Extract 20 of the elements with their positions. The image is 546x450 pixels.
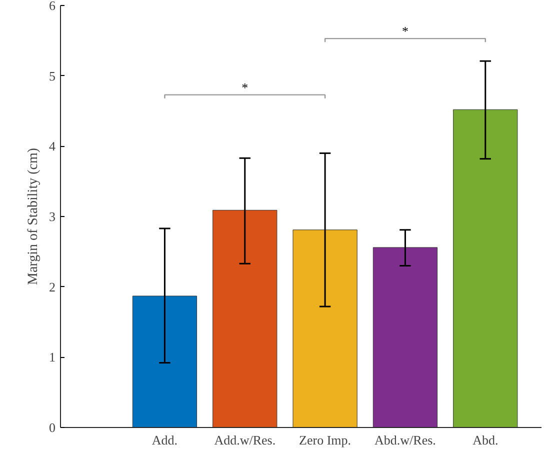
bar [372, 247, 438, 428]
y-tick-label: 0 [49, 420, 56, 435]
y-tick-label: 2 [49, 279, 56, 294]
bar [212, 210, 278, 428]
y-tick-label: 1 [49, 350, 56, 365]
annotation: * [402, 24, 408, 39]
y-tick-label: 6 [49, 0, 56, 13]
y-tick-label: 4 [49, 138, 56, 154]
bar [453, 109, 518, 428]
y-axis-title: Margin of Stability (cm) [26, 148, 41, 285]
bar [132, 296, 198, 428]
x-tick-label: Abd.w/Res. [374, 432, 436, 448]
x-tick-label: Add. [152, 432, 178, 448]
x-tick-label: Zero Imp. [299, 432, 352, 448]
y-tick-label: 5 [49, 68, 56, 84]
y-tick-label: 3 [49, 209, 56, 224]
annotation: * [242, 80, 248, 95]
x-tick-label: Add.w/Res. [214, 432, 276, 448]
bar [292, 230, 358, 428]
x-tick-label: Abd. [472, 432, 498, 448]
